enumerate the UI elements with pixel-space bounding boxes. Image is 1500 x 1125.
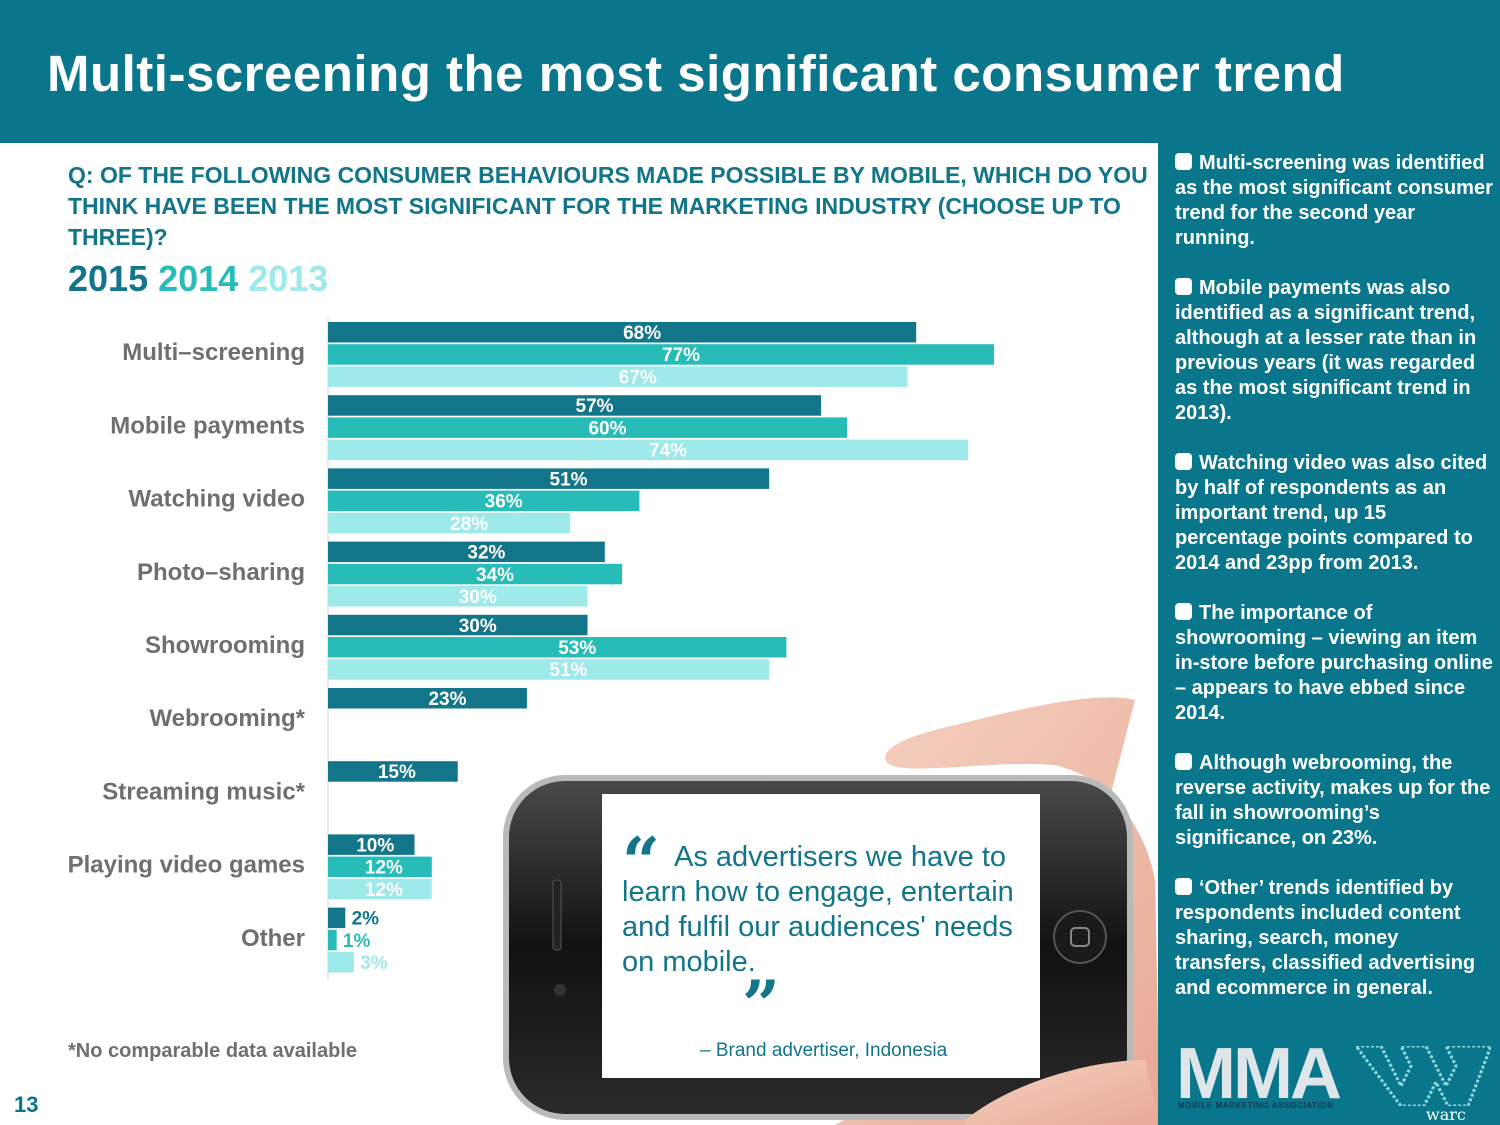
close-quote-icon: ” <box>742 966 780 1044</box>
data-label: 2% <box>352 909 380 930</box>
insight-item: Although webrooming, the reverse activit… <box>1175 752 1491 849</box>
home-button-square-icon <box>1070 927 1090 947</box>
data-label: 12% <box>365 880 403 901</box>
bar-2014 <box>328 344 995 365</box>
data-label: 1% <box>343 931 371 952</box>
bullet-icon <box>1175 603 1192 620</box>
bar-2015 <box>328 761 458 782</box>
warc-logo-mark <box>1356 1046 1491 1106</box>
bar-2013 <box>328 878 432 900</box>
bar-2015 <box>328 614 588 636</box>
category-label: Photo–sharing <box>137 559 305 586</box>
insight-item: ‘Other’ trends identified by respondents… <box>1175 877 1476 999</box>
page-title: Multi-screening the most significant con… <box>47 45 1345 102</box>
phone-speaker <box>552 879 562 951</box>
data-label: 23% <box>428 689 466 710</box>
category-label: Streaming music* <box>102 778 305 805</box>
bar-2014 <box>328 637 787 658</box>
legend-2014: 2014 <box>158 258 239 299</box>
data-label: 51% <box>550 660 588 681</box>
survey-question: Q: Of the following consumer behaviours … <box>68 162 1148 250</box>
insight-item: The importance of showrooming – viewing … <box>1175 602 1493 724</box>
data-label: 3% <box>360 953 388 974</box>
open-quote-icon: “ <box>622 823 660 901</box>
insight-item: Mobile payments was also identified as a… <box>1175 277 1477 424</box>
mma-logo-subtitle: MOBILE MARKETING ASSOCIATION <box>1178 1101 1334 1110</box>
bar-2014 <box>328 856 432 878</box>
bar-2015 <box>328 541 605 563</box>
data-label: 12% <box>365 858 403 879</box>
data-label: 67% <box>619 367 657 388</box>
insights-panel <box>1158 143 1500 1125</box>
bullet-icon <box>1175 878 1192 895</box>
bar-2015 <box>328 322 917 343</box>
bar-2015 <box>328 834 415 855</box>
insight-item: Watching video was also cited by half of… <box>1175 452 1488 574</box>
mma-logo: MMA <box>1176 1034 1342 1114</box>
category-label: Mobile payments <box>110 412 305 439</box>
data-label: 32% <box>467 543 505 564</box>
data-label: 68% <box>623 323 661 344</box>
bar-2013 <box>328 512 571 534</box>
quote-screen <box>602 794 1040 1078</box>
page-number: 13 <box>14 1092 39 1117</box>
fingers-shape <box>965 1060 1160 1125</box>
legend: 2015 2014 2013 <box>68 258 338 300</box>
phone-camera <box>554 984 566 996</box>
bar-2014 <box>328 929 337 951</box>
bar-2015 <box>328 468 770 489</box>
category-label: Playing video games <box>68 852 305 879</box>
bullet-icon <box>1175 453 1192 470</box>
category-label: Webrooming* <box>149 705 305 732</box>
bar-2013 <box>328 952 354 973</box>
category-label: Multi–screening <box>122 339 305 366</box>
bar-2013 <box>328 659 770 680</box>
bar-2014 <box>328 490 640 512</box>
bar-2015 <box>328 907 346 929</box>
bar-2013 <box>328 439 969 461</box>
quote-text: As advertisers we have to learn how to e… <box>622 841 1014 978</box>
data-label: 15% <box>378 762 416 783</box>
phone-home-button <box>1053 910 1107 964</box>
data-label: 30% <box>459 616 497 637</box>
bar-2015 <box>328 688 527 709</box>
header-bar: Multi-screening the most significant con… <box>0 0 1500 143</box>
data-label: 53% <box>558 638 596 659</box>
bar-chart: Multi–screening 68%77%67% Mobile payments 5… <box>68 318 995 980</box>
bullet-icon <box>1175 278 1192 295</box>
data-label: 51% <box>550 469 588 490</box>
bar-2015 <box>328 395 822 416</box>
bullet-icon <box>1175 153 1192 170</box>
data-label: 10% <box>356 835 394 856</box>
legend-2015: 2015 <box>68 258 149 299</box>
bullet-icon <box>1175 753 1192 770</box>
legend-2013: 2013 <box>248 258 329 299</box>
category-label: Other <box>241 925 305 952</box>
category-label: Showrooming <box>145 632 305 659</box>
bar-2014 <box>328 563 623 585</box>
data-label: 57% <box>576 396 614 417</box>
footnote: *No comparable data available <box>68 1040 358 1062</box>
category-label: Watching video <box>129 486 305 513</box>
data-label: 77% <box>662 345 700 366</box>
data-label: 30% <box>459 587 497 608</box>
data-label: 28% <box>450 514 488 535</box>
data-label: 36% <box>485 492 523 513</box>
data-label: 60% <box>588 418 626 439</box>
insight-item: Multi-screening was identified as the mo… <box>1175 152 1493 249</box>
bar-2013 <box>328 366 908 387</box>
bar-2014 <box>328 417 847 438</box>
data-label: 34% <box>476 565 514 586</box>
bar-2013 <box>328 586 588 607</box>
warc-logo-text: warc <box>1426 1105 1466 1124</box>
quote-attribution: – Brand advertiser, Indonesia <box>700 1040 948 1061</box>
data-label: 74% <box>649 441 687 462</box>
